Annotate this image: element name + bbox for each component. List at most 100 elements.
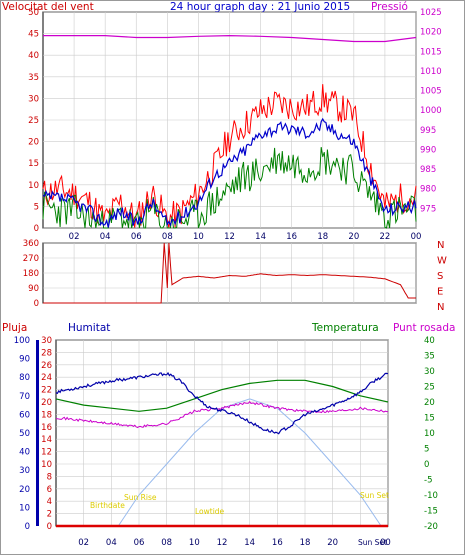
chart-title: 24 hour graph day : 21 Junio 2015 <box>170 1 350 13</box>
rain-tick-label: 4 <box>47 497 52 507</box>
rain-tick-label: 24 <box>41 373 52 383</box>
legend-temperature: Temperatura <box>311 322 379 334</box>
direction-grid <box>43 242 417 304</box>
humidity-tick-label: 40 <box>19 448 30 458</box>
rain-tick-label: 28 <box>41 348 52 358</box>
rain-tick-label: 30 <box>41 336 52 346</box>
temperature-tick-label: 40 <box>424 336 435 346</box>
wind-speed-ticks: 0 5 10 15 20 25 30 35 40 45 50 <box>28 8 39 234</box>
wind-gust-line <box>42 84 417 229</box>
climate-series <box>55 371 389 528</box>
humidity-tick-label: 90 <box>19 355 30 365</box>
rain-tick-label: 8 <box>47 472 52 482</box>
temperature-tick-label: -5 <box>424 476 432 486</box>
time-tick-label: 06 <box>134 538 145 548</box>
legend-dewpoint: Punt rosada <box>393 322 455 334</box>
pressure-tick-label: 1005 <box>420 87 442 97</box>
temperature-tick-label: 15 <box>424 414 435 424</box>
time-tick-label: 12 <box>217 538 228 548</box>
pressure-tick-label: 1015 <box>420 47 442 57</box>
sun-elevation-curve <box>117 398 382 527</box>
wind-speed-tick-label: 45 <box>28 30 39 40</box>
humidity-tick-label: 50 <box>19 429 30 439</box>
rain-tick-label: 14 <box>41 435 52 445</box>
climate-panel: Pluja Humitat Temperatura Punt rosada 0 1… <box>2 322 455 548</box>
pressure-ticks: 975 980 985 990 995 1000 1005 1010 1015 1020 1025 <box>420 8 442 214</box>
wind-speed-tick-label: 0 <box>34 224 39 234</box>
time-tick-label: 20 <box>327 538 338 548</box>
annotation-end-hour: 00 <box>380 538 391 548</box>
wind-avg-line <box>42 117 417 228</box>
wind-pressure-panel: Velocitat del vent 24 hour graph day : 2… <box>2 1 442 242</box>
annotation-sun-set: Sun Set <box>360 491 389 500</box>
time-tick-label: 10 <box>189 538 200 548</box>
time-tick-label: 12 <box>224 232 235 242</box>
pressure-tick-label: 985 <box>420 165 436 175</box>
humidity-tick-label: 60 <box>19 410 30 420</box>
annotation-sun-rise: Sun Rise <box>124 493 157 502</box>
rain-tick-label: 20 <box>41 398 52 408</box>
pressure-tick-label: 1010 <box>420 67 442 77</box>
direction-line <box>43 242 416 304</box>
humidity-tick-label: 70 <box>19 392 30 402</box>
time-tick-label: 18 <box>300 538 311 548</box>
time-tick-label: 08 <box>162 232 173 242</box>
time-tick-label: 00 <box>411 232 422 242</box>
time-tick-label: 14 <box>244 538 255 548</box>
temperature-tick-label: 20 <box>424 398 435 408</box>
wind-speed-tick-label: 15 <box>28 159 39 169</box>
rain-tick-label: 12 <box>41 448 52 458</box>
wind-speed-tick-label: 10 <box>28 181 39 191</box>
humidity-axis-bar <box>36 340 39 526</box>
humidity-tick-label: 20 <box>19 485 30 495</box>
wind-time-ticks: 02 04 06 08 10 12 14 16 18 20 22 00 <box>69 232 422 242</box>
time-tick-label: 22 <box>380 232 391 242</box>
annotation-birthdate: Birthdate <box>90 501 125 510</box>
humidity-tick-label: 100 <box>14 336 30 346</box>
time-tick-label: 16 <box>286 232 297 242</box>
legend-humidity: Humitat <box>68 322 110 334</box>
rain-tick-label: 6 <box>47 485 52 495</box>
pressure-tick-label: 990 <box>420 145 436 155</box>
climate-time-ticks: 02 04 06 08 10 12 14 16 18 20 <box>78 538 338 548</box>
compass-label: N <box>437 302 444 313</box>
time-tick-label: 04 <box>100 232 111 242</box>
rain-tick-label: 22 <box>41 386 52 396</box>
temperature-tick-label: 30 <box>424 367 435 377</box>
rain-tick-label: 0 <box>47 522 52 532</box>
wind-speed-tick-label: 50 <box>28 8 39 18</box>
compass-label: N <box>437 240 444 251</box>
temperature-tick-label: -20 <box>424 522 438 532</box>
humidity-tick-label: 0 <box>25 522 30 532</box>
rain-tick-label: 18 <box>41 410 52 420</box>
pressure-tick-label: 1020 <box>420 28 442 38</box>
pressure-tick-label: 980 <box>420 185 436 195</box>
temperature-tick-label: 25 <box>424 383 435 393</box>
humidity-line <box>55 371 389 435</box>
direction-tick-label: 90 <box>28 284 39 294</box>
wind-speed-tick-label: 30 <box>28 94 39 104</box>
direction-tick-label: 270 <box>23 254 39 264</box>
time-tick-label: 02 <box>78 538 89 548</box>
humidity-ticks: 0 10 20 30 40 50 60 70 80 90 100 <box>14 336 30 532</box>
time-tick-label: 04 <box>106 538 117 548</box>
humidity-tick-label: 10 <box>19 503 30 513</box>
humidity-tick-label: 80 <box>19 373 30 383</box>
time-tick-label: 10 <box>193 232 204 242</box>
pressure-tick-label: 1025 <box>420 8 442 18</box>
direction-tick-label: 360 <box>23 239 39 249</box>
temperature-tick-label: 5 <box>424 445 429 455</box>
compass-label: S <box>437 271 443 282</box>
wind-speed-tick-label: 5 <box>34 202 39 212</box>
annotation-sun-set-bottom: Sun Set <box>358 538 387 547</box>
dewpoint-line <box>55 400 389 429</box>
compass-label: E <box>437 287 443 298</box>
compass-label: W <box>437 256 447 267</box>
wind-series <box>42 34 417 229</box>
rain-tick-label: 16 <box>41 423 52 433</box>
time-tick-label: 20 <box>348 232 359 242</box>
temperature-tick-label: -10 <box>424 491 438 501</box>
